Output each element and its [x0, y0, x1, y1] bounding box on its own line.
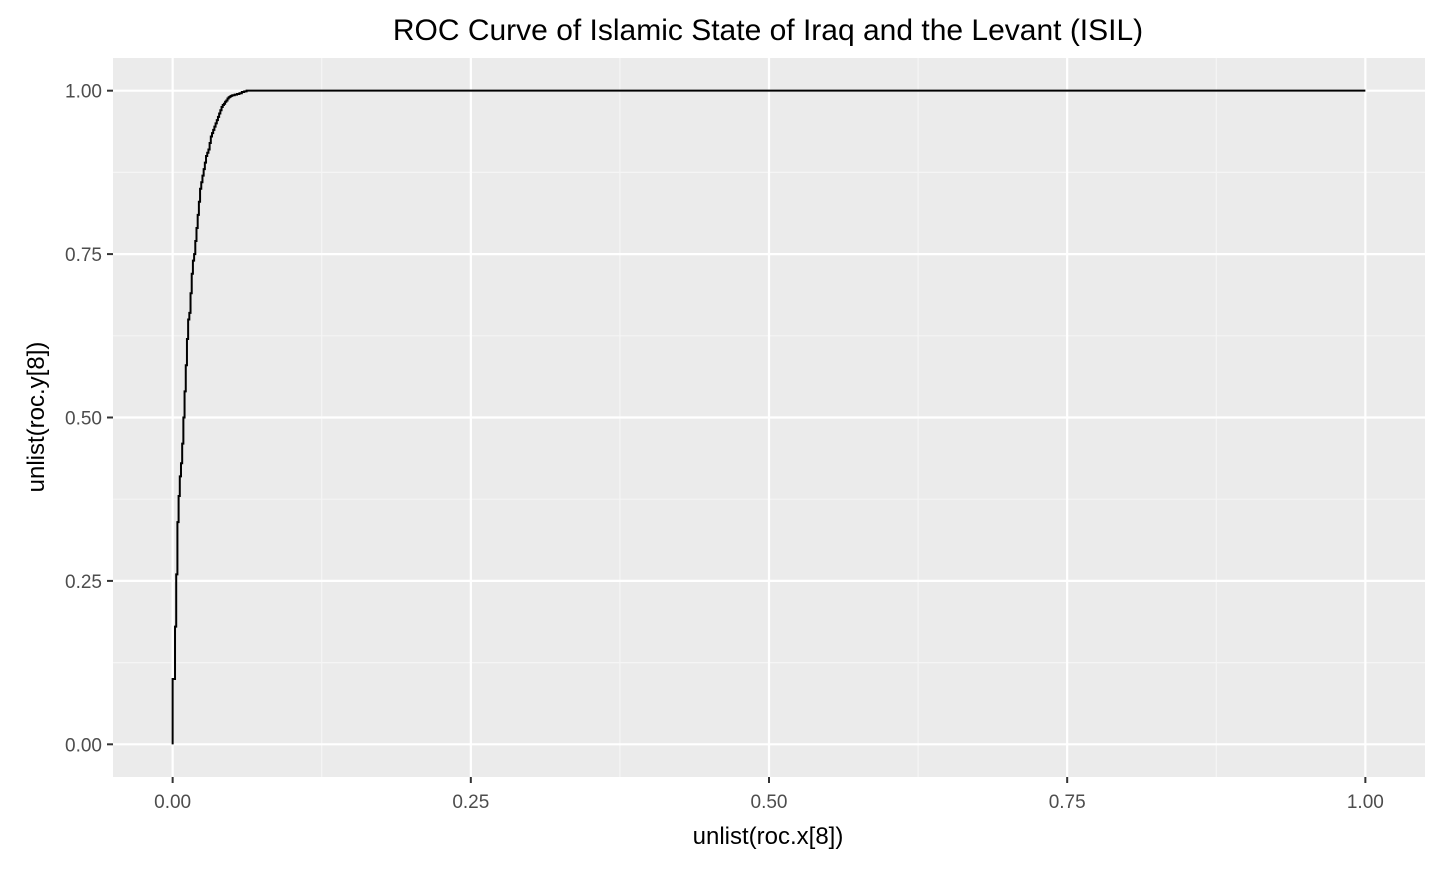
x-tick-label: 0.00	[154, 792, 191, 813]
roc-curve-layer	[171, 89, 1366, 745]
roc-curve-line	[171, 89, 1366, 745]
y-tick-label: 0.50	[65, 409, 102, 430]
x-axis-title: unlist(roc.x[8])	[693, 823, 844, 850]
x-tick-label: 0.75	[1049, 792, 1086, 813]
y-axis-title: unlist(roc.y[8])	[23, 342, 50, 493]
y-axis: 0.00 0.25 0.50 0.75 1.00	[65, 82, 113, 756]
y-tick-label: 0.75	[65, 245, 102, 266]
y-tick-label: 0.25	[65, 572, 102, 593]
x-tick-label: 1.00	[1347, 792, 1384, 813]
chart-title: ROC Curve of Islamic State of Iraq and t…	[393, 14, 1143, 47]
y-tick-label: 1.00	[65, 82, 102, 103]
x-tick-label: 0.25	[452, 792, 489, 813]
y-tick-label: 0.00	[65, 735, 102, 756]
x-tick-label: 0.50	[751, 792, 788, 813]
x-axis: 0.00 0.25 0.50 0.75 1.00	[154, 777, 1384, 813]
